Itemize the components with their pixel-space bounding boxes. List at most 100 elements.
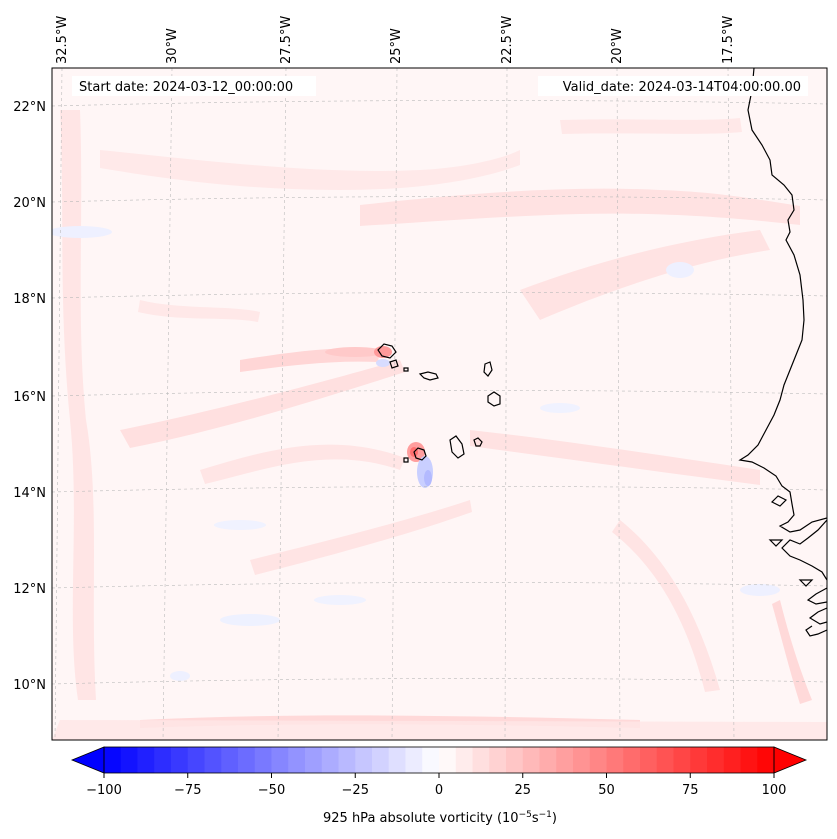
colorbar-tick-label: −50 [258, 783, 285, 798]
meridian-20w [616, 68, 621, 740]
latitude-labels: 22°N 20°N 18°N 16°N 14°N 12°N 10°N [13, 100, 46, 693]
colorbar-bin [757, 747, 775, 773]
island-sal [483, 361, 493, 377]
colorbar-bin [723, 747, 741, 773]
colorbar-tick-label: 100 [762, 783, 787, 798]
colorbar-tick-labels: −100 −75 −50 −25 0 25 50 75 100 [86, 783, 786, 798]
parallel-14n [52, 486, 827, 493]
map-frame [51, 67, 828, 741]
valid-date-label: Valid_date: 2024-03-14T04:00:00.00 [563, 80, 801, 95]
coastlines [377, 68, 827, 637]
parallel-10n [52, 678, 827, 685]
lat-label-10n: 10°N [13, 678, 46, 693]
start-date-box [72, 76, 316, 96]
colorbar: −100 −75 −50 −25 0 25 50 75 100 925 hPa … [70, 746, 808, 826]
colorbar-bin [439, 747, 457, 773]
colorbar-bin [120, 747, 138, 773]
vorticity-field [52, 110, 827, 740]
colorbar-label: 925 hPa absolute vorticity (10−5s−1) [323, 810, 557, 826]
parallel-22n [52, 100, 827, 107]
lat-label-16n: 16°N [13, 390, 46, 405]
colorbar-bin [154, 747, 172, 773]
colorbar-bin [556, 747, 574, 773]
parallel-16n [52, 390, 827, 397]
colorbar-bin [422, 747, 440, 773]
lon-label-32-5w: 32.5°W [55, 16, 70, 64]
island-boa-vista [487, 391, 501, 407]
meridian-25w [391, 68, 398, 740]
colorbar-bin [690, 747, 708, 773]
map-panel [52, 68, 827, 740]
colorbar-bin [623, 747, 641, 773]
colorbar-bin [171, 747, 189, 773]
colorbar-tick-label: −75 [174, 783, 201, 798]
colorbar-bin [321, 747, 339, 773]
colorbar-bin [355, 747, 373, 773]
colorbar-bin [606, 747, 624, 773]
colorbar-bin [640, 747, 658, 773]
colorbar-bin [288, 747, 306, 773]
colorbar-bin [271, 747, 289, 773]
island-maio [473, 437, 483, 447]
meridian-22-5w [504, 68, 508, 740]
parallel-20n [52, 196, 827, 203]
colorbar-bin [238, 747, 256, 773]
colorbar-bin [740, 747, 758, 773]
island-santiago [449, 435, 465, 459]
colorbar-bin [187, 747, 205, 773]
start-date-label: Start date: 2024-03-12_00:00:00 [79, 80, 293, 95]
island-santo-antao [377, 343, 397, 359]
valid-date-box [538, 76, 808, 96]
colorbar-bin [522, 747, 540, 773]
island-brava [403, 457, 409, 463]
lat-label-20n: 20°N [13, 196, 46, 211]
lon-label-20w: 20°W [610, 28, 625, 64]
lat-label-18n: 18°N [13, 292, 46, 307]
colorbar-ticks [103, 773, 775, 778]
africa-coastline [738, 68, 827, 533]
parallel-18n [52, 292, 827, 299]
island-sao-vicente [389, 359, 399, 369]
parallel-12n [52, 582, 827, 589]
colorbar-tick-label: 75 [682, 783, 699, 798]
lon-label-22-5w: 22.5°W [500, 16, 515, 64]
lat-label-14n: 14°N [13, 486, 46, 501]
colorbar-bin [305, 747, 323, 773]
meridian-30w [162, 68, 173, 740]
island-sao-nicolau [418, 371, 439, 381]
colorbar-bin [506, 747, 524, 773]
colorbar-bin [656, 747, 674, 773]
lon-label-17-5w: 17.5°W [721, 16, 736, 64]
colorbar-bin [137, 747, 155, 773]
lat-label-12n: 12°N [13, 582, 46, 597]
colorbar-bin [489, 747, 507, 773]
gridlines [52, 68, 827, 740]
meridian-27-5w [277, 68, 287, 740]
colorbar-bin [589, 747, 607, 773]
colorbar-max-arrow [773, 746, 808, 774]
colorbar-bin [472, 747, 490, 773]
island-fogo [413, 447, 427, 461]
island-santa-luzia [403, 367, 409, 372]
colorbar-bin [455, 747, 473, 773]
colorbar-bin [372, 747, 390, 773]
header-boxes [72, 76, 808, 96]
longitude-labels: 32.5°W 30°W 27.5°W 25°W 22.5°W 20°W 17.5… [55, 16, 736, 64]
colorbar-tick-label: −25 [342, 783, 369, 798]
meridian-32-5w [54, 68, 63, 740]
lon-label-27-5w: 27.5°W [279, 16, 294, 64]
colorbar-bin [388, 747, 406, 773]
colorbar-bin [539, 747, 557, 773]
colorbar-bin [573, 747, 591, 773]
colorbar-bin [254, 747, 272, 773]
lat-label-22n: 22°N [13, 100, 46, 115]
meridian-17-5w [727, 68, 735, 740]
colorbar-tick-label: 0 [435, 783, 443, 798]
colorbar-bin [338, 747, 356, 773]
coast-guinea [781, 519, 827, 581]
lon-label-25w: 25°W [389, 28, 404, 64]
colorbar-bin [204, 747, 222, 773]
colorbar-bin [673, 747, 691, 773]
lon-label-30w: 30°W [165, 28, 180, 64]
